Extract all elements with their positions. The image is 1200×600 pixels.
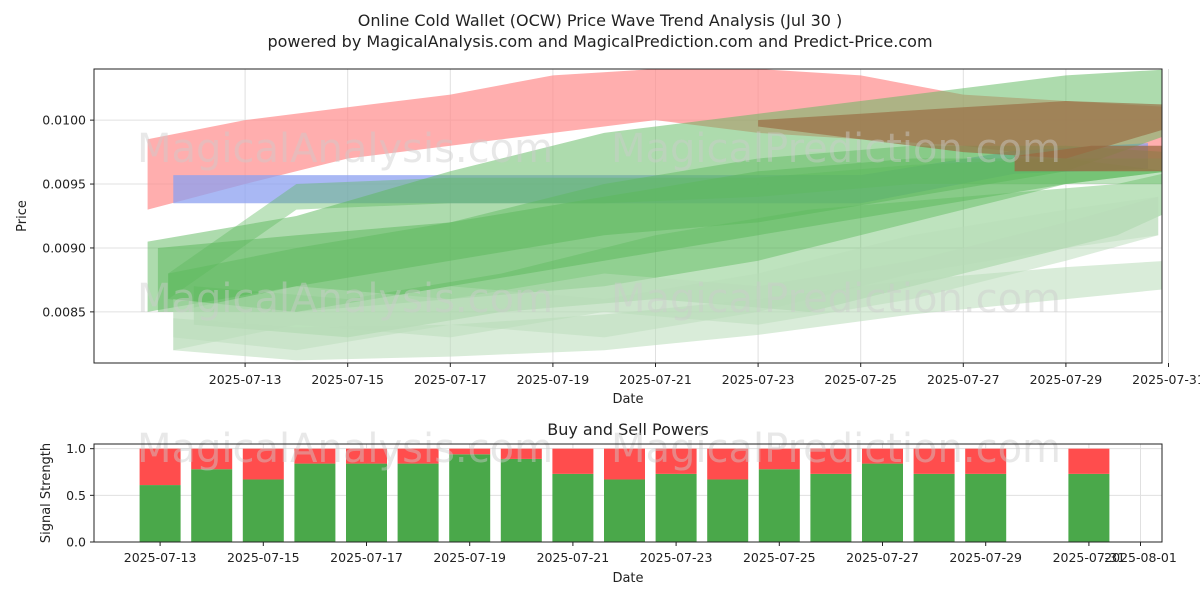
buy-bar	[758, 469, 800, 542]
buy-bar	[810, 473, 852, 542]
sell-bar	[346, 448, 387, 464]
signal-y-tick-label: 0.5	[66, 488, 86, 503]
price-x-tick-label: 2025-07-15	[311, 372, 384, 387]
price-panel: MagicalAnalysis.com MagicalPrediction.co…	[15, 68, 1200, 407]
signal-x-tick-label: 2025-08-01	[1104, 550, 1177, 565]
signal-x-tick-label: 2025-07-31	[1053, 550, 1126, 565]
buy-bar	[242, 479, 284, 542]
price-x-tick-label: 2025-07-21	[619, 372, 692, 387]
sell-bar	[862, 448, 903, 464]
buy-bar	[707, 479, 749, 542]
chart-subtitle: powered by MagicalAnalysis.com and Magic…	[267, 32, 932, 51]
buy-bar	[655, 473, 697, 542]
signal-plot-frame	[93, 443, 1163, 543]
buy-bar	[913, 473, 955, 542]
signal-x-tick-label: 2025-07-15	[227, 550, 300, 565]
sell-bar	[242, 448, 284, 480]
sell-bar	[604, 448, 645, 480]
price-x-tick-label: 2025-07-13	[209, 372, 282, 387]
price-x-tick-label: 2025-07-31	[1132, 372, 1200, 387]
chart-title: Online Cold Wallet (OCW) Price Wave Tren…	[358, 11, 843, 30]
buy-bar	[294, 463, 336, 542]
price-y-axis-label: Price	[15, 200, 30, 232]
price-y-tick-label: 0.0095	[42, 177, 86, 192]
buy-bar	[500, 458, 542, 542]
signal-x-tick-label: 2025-07-13	[124, 550, 197, 565]
sell-bar	[707, 448, 749, 480]
sell-bar	[810, 448, 852, 474]
price-x-tick-label: 2025-07-19	[517, 372, 590, 387]
watermark-bottom-right: MagicalPrediction.com	[611, 426, 1061, 472]
signal-y-tick-label: 0.0	[66, 535, 86, 550]
sell-bar	[139, 448, 181, 486]
sell-bar	[552, 448, 594, 474]
band-brown-overlap-band	[758, 101, 1162, 159]
price-x-axis-label: Date	[612, 392, 643, 407]
signal-x-tick-label: 2025-07-25	[743, 550, 816, 565]
sell-bar	[191, 448, 233, 470]
price-x-axis: 2025-07-13 2025-07-15 2025-07-17 2025-07-19…	[209, 363, 1200, 387]
price-y-tick-label: 0.0090	[42, 240, 86, 255]
watermark-top-right: MagicalPrediction.com	[611, 126, 1061, 172]
watermark-top-left: MagicalAnalysis.com	[137, 126, 553, 172]
sell-bar	[449, 448, 491, 455]
band-pale-wave-2	[173, 196, 1159, 351]
signal-bars	[139, 448, 1110, 542]
price-x-tick-label: 2025-07-25	[824, 372, 897, 387]
watermark-mid-right: MagicalPrediction.com	[611, 276, 1061, 322]
price-x-tick-label: 2025-07-27	[927, 372, 1000, 387]
buy-bar	[449, 454, 491, 542]
signal-x-axis-label: Date	[612, 571, 643, 586]
signal-chart-title: Buy and Sell Powers	[547, 420, 709, 439]
price-y-axis: 0.0085 0.0090 0.0095 0.0100	[42, 113, 94, 319]
watermark-bottom-left: MagicalAnalysis.com	[137, 426, 553, 472]
sell-bar	[758, 448, 800, 470]
signal-y-axis-label: Signal Strength	[39, 443, 54, 543]
signal-y-axis: 0.0 0.5 1.0	[66, 441, 94, 550]
sell-bar	[500, 448, 542, 459]
buy-bar	[191, 469, 233, 542]
buy-bar	[346, 463, 387, 542]
signal-x-tick-label: 2025-07-29	[949, 550, 1022, 565]
price-x-tick-label: 2025-07-23	[722, 372, 795, 387]
signal-panel: Buy and Sell Powers MagicalAnalysis.com …	[39, 420, 1177, 586]
signal-x-tick-label: 2025-07-17	[330, 550, 403, 565]
band-pale-wave-3	[173, 196, 1159, 351]
price-x-tick-label: 2025-07-17	[414, 372, 487, 387]
buy-bar	[139, 485, 181, 542]
buy-bar	[604, 479, 645, 542]
buy-bar	[862, 463, 903, 542]
buy-bar	[552, 473, 594, 542]
signal-y-tick-label: 1.0	[66, 441, 86, 456]
sell-bar	[965, 448, 1007, 474]
buy-bar	[965, 473, 1007, 542]
price-plot-frame	[93, 68, 1163, 364]
signal-x-tick-label: 2025-07-23	[640, 550, 713, 565]
price-y-tick-label: 0.0100	[42, 113, 86, 128]
buy-bar	[1068, 473, 1110, 542]
price-y-tick-label: 0.0085	[42, 304, 86, 319]
band-green-wave-5	[193, 173, 1162, 338]
watermark-mid-left: MagicalAnalysis.com	[137, 276, 553, 322]
sell-bar	[397, 448, 439, 464]
signal-x-tick-label: 2025-07-19	[433, 550, 506, 565]
band-green-wave-3	[168, 145, 1162, 312]
band-brown-short-band	[1014, 145, 1162, 172]
signal-x-tick-label: 2025-07-27	[846, 550, 919, 565]
sell-bar	[1068, 448, 1110, 474]
sell-bar	[655, 448, 697, 474]
sell-bar	[913, 448, 955, 474]
price-x-tick-label: 2025-07-29	[1030, 372, 1103, 387]
price-wave-bands	[147, 69, 1162, 361]
signal-x-tick-label: 2025-07-21	[537, 550, 610, 565]
signal-x-axis: 2025-07-13 2025-07-15 2025-07-17 2025-07-19…	[124, 542, 1177, 565]
band-green-wave-4	[168, 158, 1162, 300]
sell-bar	[294, 448, 336, 464]
buy-bar	[397, 463, 439, 542]
band-green-wave-2	[157, 158, 1162, 312]
